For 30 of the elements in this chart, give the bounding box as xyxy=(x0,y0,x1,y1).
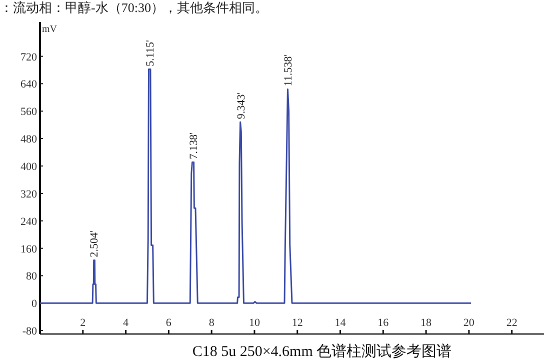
text: C18 5u 250×4.6mm 色谱柱测试参考图谱 xyxy=(192,343,452,360)
y-tick-label: 80 xyxy=(26,270,38,283)
y-tick-label: 400 xyxy=(20,161,38,173)
x-tick-label: 4 xyxy=(123,317,130,329)
x-tick-label: 2 xyxy=(80,317,86,329)
annotation: 5.115' xyxy=(144,40,157,66)
x-tick-label: 12 xyxy=(292,317,303,329)
x-tick-label: 8 xyxy=(208,317,215,329)
annotation: 2.504' xyxy=(88,230,101,258)
x-tick-label: 16 xyxy=(378,317,390,329)
x-tick-label: 18 xyxy=(420,317,432,329)
x-tick-label: 6 xyxy=(166,317,172,329)
y-tick-label: 720 xyxy=(20,51,38,64)
y-tick-label: 240 xyxy=(20,216,38,228)
annotation: 9.343' xyxy=(235,92,248,120)
y-tick-label: 320 xyxy=(20,188,38,200)
y-tick-label: 480 xyxy=(20,134,38,146)
x-tick-label: 10 xyxy=(248,317,260,329)
y-tick-label: 160 xyxy=(20,243,38,256)
x-tick-label: 22 xyxy=(506,317,518,329)
y-tick-label: 640 xyxy=(20,78,38,91)
x-tick-label: 14 xyxy=(334,317,346,329)
x-tick-label: 20 xyxy=(463,317,475,329)
y-tick-label: 560 xyxy=(20,106,38,118)
y-tick-label: 0 xyxy=(32,298,38,310)
chart-title: ：流动相：甲醇-水（70:30），其他条件相同。 xyxy=(0,0,268,15)
y-tick-label: -80 xyxy=(22,326,38,338)
annotation: 11.538' xyxy=(282,54,294,86)
annotation: 7.138' xyxy=(188,132,200,160)
y-axis-title: mV xyxy=(42,24,58,35)
